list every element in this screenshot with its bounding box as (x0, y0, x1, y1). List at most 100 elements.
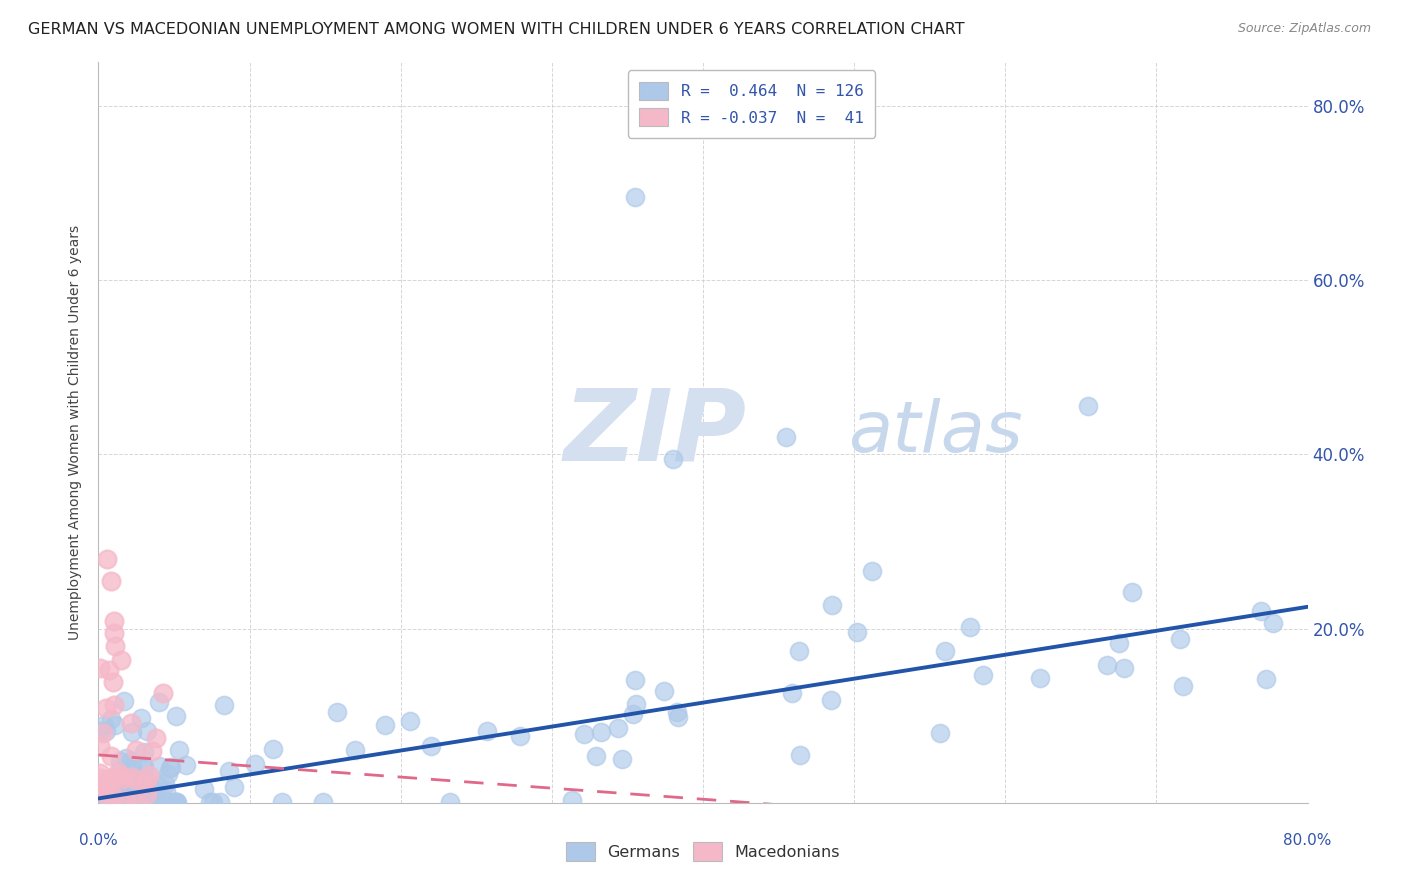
Point (165, 795, 187, 809)
Point (820, 692, 842, 706)
Point (96, 724, 118, 739)
Point (165, 709, 187, 723)
Point (138, 768, 160, 782)
Point (166, 795, 188, 809)
Point (343, 743, 366, 757)
Point (1077, 400, 1099, 414)
Point (121, 770, 143, 784)
Point (96, 552, 118, 566)
Point (112, 780, 135, 795)
Point (89, 661, 111, 675)
Point (934, 644, 956, 658)
Point (156, 795, 179, 809)
Point (198, 795, 221, 809)
Point (142, 795, 165, 809)
Point (1171, 679, 1194, 693)
Point (152, 685, 174, 699)
Point (787, 644, 810, 658)
Point (214, 698, 236, 713)
Point (110, 772, 132, 786)
Point (132, 758, 155, 772)
Legend: Germans, Macedonians: Germans, Macedonians (558, 834, 848, 869)
Point (143, 781, 166, 796)
Point (165, 795, 187, 809)
Point (959, 620, 981, 634)
Point (165, 795, 187, 809)
Point (159, 761, 181, 775)
Point (860, 564, 883, 578)
Point (218, 764, 240, 778)
Point (666, 709, 689, 723)
Point (111, 795, 134, 809)
Point (107, 795, 129, 809)
Point (108, 795, 131, 809)
Point (97, 789, 120, 803)
Point (585, 749, 607, 764)
Point (110, 653, 132, 667)
Point (155, 777, 177, 791)
Point (626, 697, 648, 711)
Point (100, 774, 122, 789)
Point (111, 772, 134, 787)
Point (374, 718, 396, 732)
Point (120, 755, 142, 769)
Point (624, 673, 647, 687)
Point (110, 775, 132, 789)
Point (110, 772, 132, 786)
Point (127, 795, 149, 809)
Point (89, 778, 111, 792)
Point (141, 743, 163, 757)
Point (139, 795, 162, 809)
Point (118, 780, 141, 795)
Point (136, 787, 159, 801)
Point (1261, 615, 1284, 630)
Point (146, 793, 169, 807)
Point (612, 752, 634, 766)
Point (114, 793, 136, 807)
Point (107, 764, 129, 779)
Point (98, 775, 121, 789)
Point (114, 750, 136, 764)
Point (131, 795, 153, 809)
Point (148, 695, 170, 709)
Point (845, 625, 868, 640)
Point (652, 684, 675, 698)
Point (121, 795, 143, 809)
Point (572, 727, 595, 741)
Point (159, 759, 181, 773)
Point (1108, 635, 1130, 649)
Point (120, 716, 142, 731)
Point (155, 784, 177, 798)
Point (110, 754, 132, 768)
Point (135, 793, 157, 807)
Point (439, 795, 461, 809)
Point (103, 795, 125, 809)
Point (135, 772, 157, 787)
Point (775, 430, 797, 444)
Text: Source: ZipAtlas.com: Source: ZipAtlas.com (1237, 22, 1371, 36)
Point (112, 693, 135, 707)
Point (98, 795, 121, 809)
Point (103, 790, 125, 805)
Point (222, 780, 245, 794)
Point (110, 769, 132, 783)
Point (128, 779, 150, 793)
Point (141, 795, 163, 809)
Point (312, 795, 335, 809)
Point (509, 729, 531, 743)
Point (94, 780, 117, 794)
Point (103, 698, 125, 712)
Point (124, 794, 146, 808)
Point (148, 759, 170, 773)
Point (145, 795, 167, 809)
Point (134, 760, 156, 774)
Point (117, 788, 139, 802)
Point (169, 743, 191, 757)
Point (104, 639, 127, 653)
Point (243, 757, 266, 772)
Point (91, 782, 114, 797)
Point (606, 721, 628, 735)
Point (93, 718, 115, 732)
Point (103, 773, 125, 788)
Y-axis label: Unemployment Among Women with Children Under 6 years: Unemployment Among Women with Children U… (69, 225, 83, 640)
